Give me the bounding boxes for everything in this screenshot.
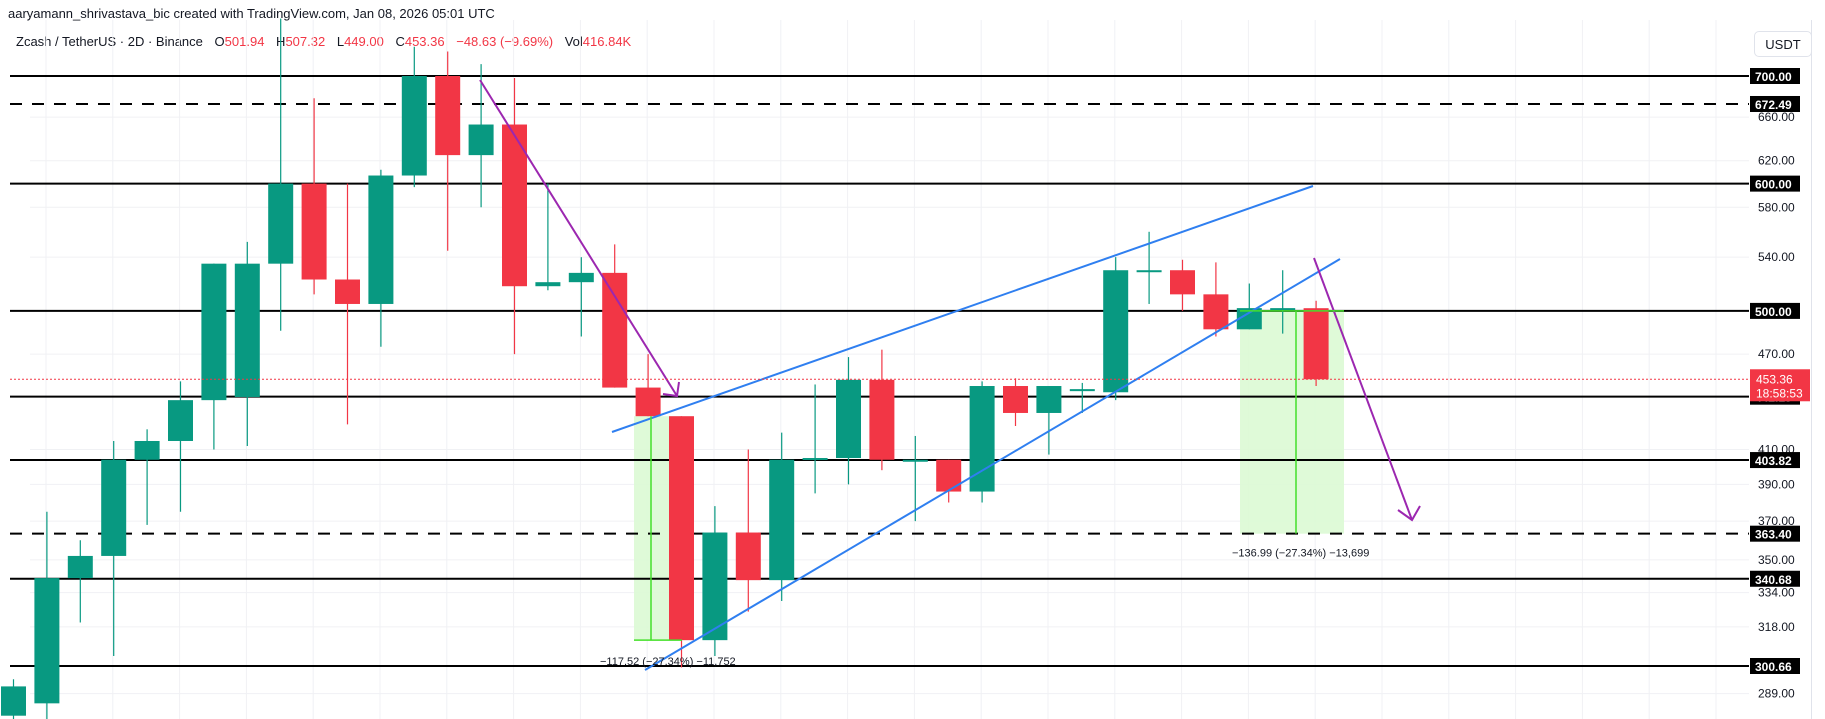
price-axis[interactable]: 660.00620.00580.00540.00470.00410.00390.… [1750, 68, 1810, 701]
candle-body [735, 532, 761, 581]
down-arrow-1[interactable] [479, 79, 678, 397]
level-price-tag[interactable] [1750, 68, 1800, 84]
candle-body [335, 279, 360, 304]
symbol-title[interactable]: Zcash / TetherUS · 2D · Binance [16, 34, 203, 49]
countdown-label: 18:58:53 [1756, 386, 1803, 400]
candle-body [201, 263, 227, 401]
candle-body [301, 183, 327, 280]
candle-body [802, 458, 828, 461]
currency-button[interactable]: USDT [1754, 31, 1812, 57]
candle-body [134, 440, 160, 460]
candle-body [669, 416, 694, 641]
axis-tick-label: 620.00 [1758, 154, 1795, 168]
candle-body [1303, 308, 1329, 380]
candle-body [869, 379, 895, 460]
axis-tick-label: 580.00 [1758, 200, 1795, 214]
candle-body [34, 578, 60, 704]
level-price-tag[interactable] [1750, 95, 1800, 112]
arrow-head-icon [1397, 505, 1421, 522]
level-price-tag[interactable] [1750, 570, 1800, 587]
level-price-tag-label: 340.68 [1755, 573, 1792, 587]
axis-tick-label: 470.00 [1758, 347, 1795, 361]
candle-body [769, 459, 795, 581]
candle-body [1103, 270, 1129, 393]
level-price-tag[interactable] [1750, 525, 1800, 542]
close-value: 453.36 [404, 34, 445, 49]
low-label: L [336, 34, 345, 49]
level-price-tag-label: 403.82 [1755, 454, 1792, 468]
candle-body [1270, 308, 1296, 311]
candle-body [1136, 270, 1162, 273]
candle-body [1203, 294, 1229, 330]
candle-body [969, 386, 995, 492]
drawings[interactable]: −117.52 (−27.34%) −11,752 −136.99 (−27.34… [10, 79, 1749, 671]
level-price-tag[interactable] [1750, 658, 1800, 674]
volume-value: 416.84K [582, 34, 632, 49]
symbol-legend: Zcash / TetherUS · 2D · Binance O501.94 … [16, 34, 631, 49]
measure-label-2: −136.99 (−27.34%) −13,699 [1232, 548, 1369, 560]
price-axis-divider [1811, 20, 1812, 719]
current-price-tag[interactable] [1750, 369, 1810, 402]
level-price-tag-label: 500.00 [1755, 305, 1792, 319]
candle-body [702, 532, 728, 641]
low-value: 449.00 [344, 34, 384, 49]
candle-body [401, 76, 427, 176]
candle-body [1170, 270, 1195, 295]
arrow-head-icon [662, 381, 680, 398]
candle-body [1236, 308, 1262, 330]
candle-body [1, 686, 26, 716]
level-price-tag-label: 700.00 [1755, 70, 1792, 84]
candle-body [168, 400, 193, 441]
candle-body [1069, 389, 1095, 392]
axis-tick-label: 289.00 [1758, 687, 1795, 701]
close-label: C [395, 34, 405, 49]
current-price-label: 453.36 [1756, 372, 1793, 386]
level-price-tag[interactable] [1750, 452, 1800, 469]
candle-body [502, 124, 527, 287]
axis-tick-label: 660.00 [1758, 110, 1795, 124]
candle-body [1003, 386, 1028, 413]
candles [1, 18, 1329, 719]
horizontal-levels[interactable] [10, 75, 1749, 667]
high-value: 507.32 [285, 34, 326, 49]
open-label: O [214, 34, 225, 49]
level-price-tag-label: 600.00 [1755, 178, 1792, 192]
level-price-tag-label: 300.66 [1755, 660, 1792, 674]
grid [30, 20, 1749, 719]
candle-body [568, 272, 594, 283]
wedge-upper-line[interactable] [611, 185, 1314, 433]
axis-tick-label: 318.00 [1758, 620, 1795, 634]
candle-body [936, 459, 962, 492]
measure-label-1: −117.52 (−27.34%) −11,752 [600, 656, 736, 668]
candle-body [435, 76, 461, 156]
candle-body [234, 263, 260, 397]
level-price-tag-label: 363.40 [1755, 528, 1792, 542]
wedge-lower-line[interactable] [644, 258, 1341, 671]
candle-body [1036, 386, 1062, 413]
level-price-tag-label: 672.49 [1755, 98, 1792, 112]
down-arrow-2[interactable] [1313, 257, 1413, 521]
level-price-tag[interactable] [1750, 302, 1800, 319]
axis-tick-label: 350.00 [1758, 553, 1795, 567]
axis-tick-label: 390.00 [1758, 477, 1795, 491]
chart-credit: aaryamann_shrivastava_bic created with T… [8, 6, 495, 21]
candle-body [635, 387, 661, 417]
change-value: −48.63 (−9.69%) [456, 34, 554, 49]
volume-label: Vol [564, 34, 583, 49]
candle-body [101, 459, 127, 556]
candle-body [67, 555, 93, 579]
axis-tick-label: 370.00 [1758, 514, 1795, 528]
level-price-tag[interactable] [1750, 175, 1800, 192]
candle-body [902, 459, 928, 462]
candle-body [836, 379, 861, 459]
axis-tick-label: 334.00 [1758, 586, 1795, 600]
candle-body [602, 272, 628, 388]
candle-body [468, 124, 494, 156]
candle-body [268, 183, 294, 264]
open-value: 501.94 [224, 34, 265, 49]
axis-tick-label: 540.00 [1758, 250, 1795, 264]
candle-body [535, 282, 561, 287]
candle-body [368, 175, 394, 304]
